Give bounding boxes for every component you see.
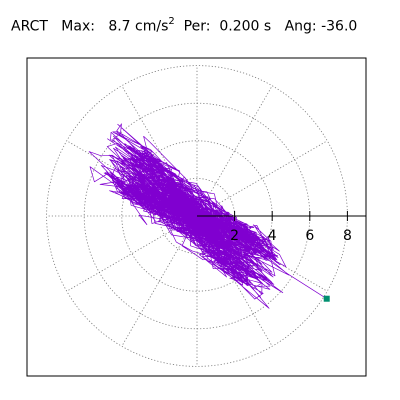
max-exponent: 2 (168, 16, 175, 27)
radial-tick-label: 4 (268, 228, 277, 244)
motion-trace (88, 123, 330, 309)
angle-value: -36.0 (321, 18, 358, 35)
grid-spoke (66, 140, 198, 217)
max-value: 8.7 cm/s (108, 18, 169, 35)
radial-axis: 2 4 6 8 (197, 211, 366, 244)
angle-label: Ang: (284, 18, 317, 35)
grid-spoke (196, 85, 273, 217)
radial-tick-label: 2 (230, 228, 239, 244)
header: ARCT Max: 8.7 cm/s2 Per: 0.200 s Ang: -3… (0, 0, 400, 40)
radial-tick-label: 6 (305, 228, 314, 244)
period-value: 0.200 s (219, 18, 272, 35)
radial-tick-label: 8 (343, 228, 352, 244)
grid-spoke (66, 215, 198, 292)
period-label: Per: (183, 18, 211, 35)
grid-spoke (196, 215, 273, 347)
grid-spoke (121, 85, 198, 217)
end-point-marker (323, 295, 330, 302)
grid-spoke (121, 215, 198, 347)
header-text: ARCT Max: 8.7 cm/s2 Per: 0.200 s Ang: -3… (11, 16, 358, 35)
grid-spoke (196, 140, 328, 217)
station-name: ARCT (11, 18, 48, 35)
max-label: Max: (61, 18, 95, 35)
trace-path (88, 123, 327, 309)
grid-spoke (196, 215, 328, 292)
